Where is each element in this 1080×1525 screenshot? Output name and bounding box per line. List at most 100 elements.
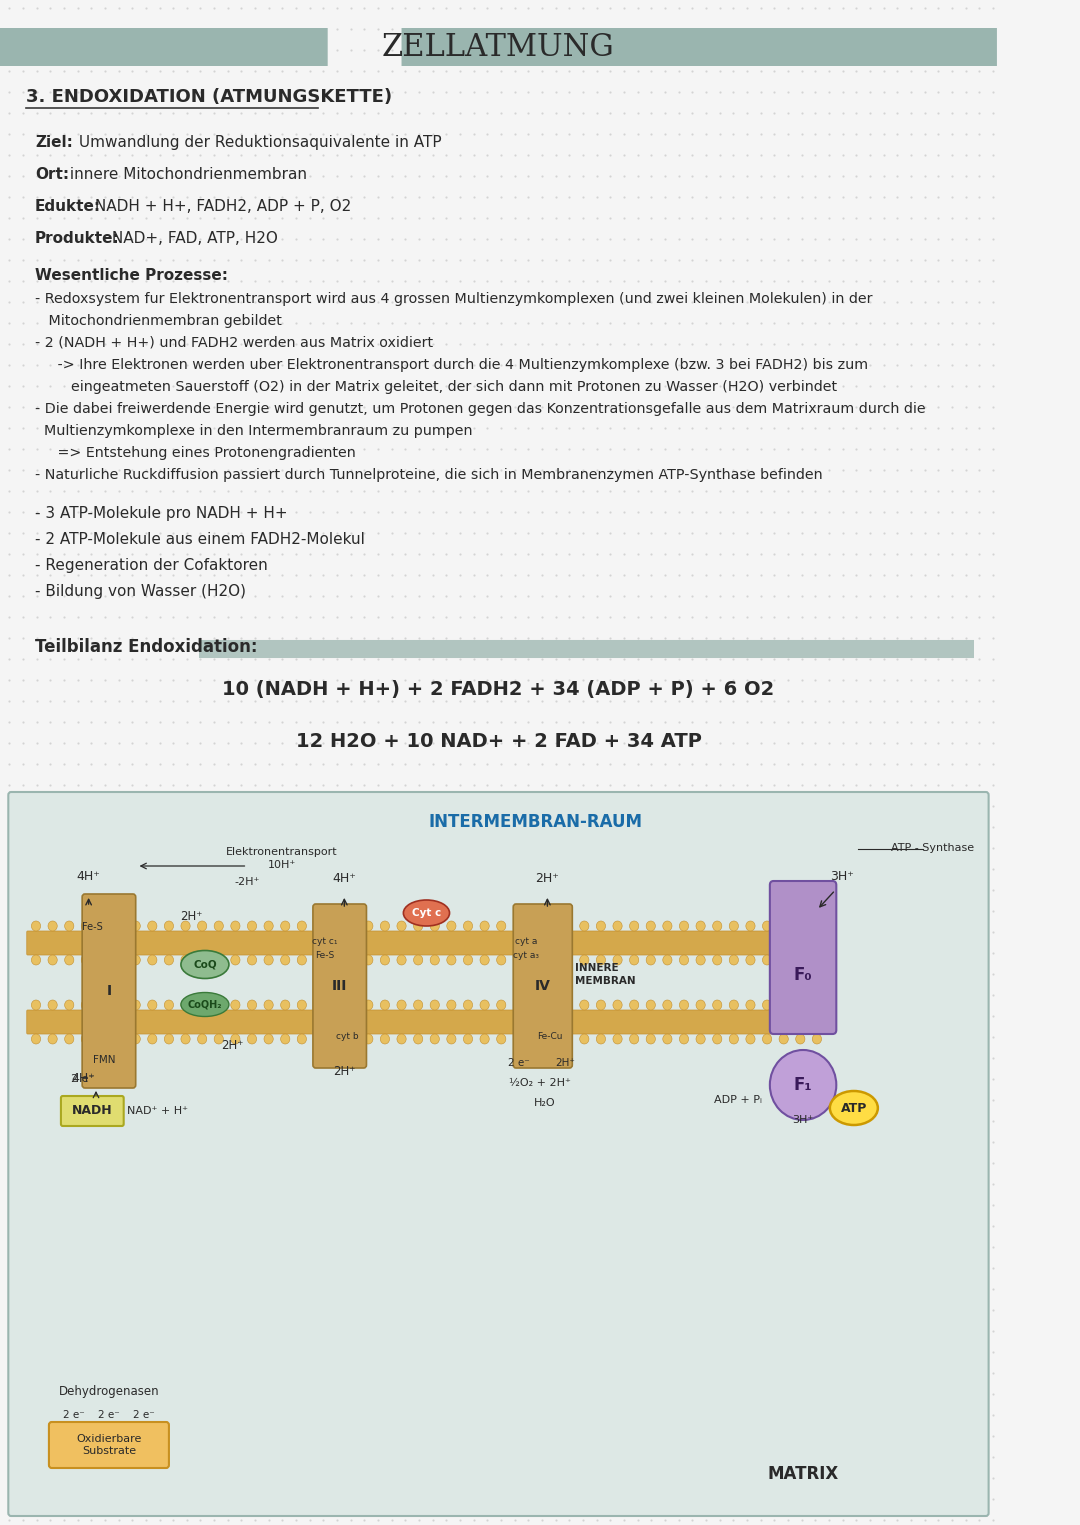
Ellipse shape bbox=[181, 993, 229, 1017]
FancyBboxPatch shape bbox=[82, 894, 136, 1087]
Ellipse shape bbox=[98, 1034, 107, 1045]
Ellipse shape bbox=[98, 955, 107, 965]
Ellipse shape bbox=[380, 921, 390, 930]
Ellipse shape bbox=[497, 1034, 505, 1045]
Text: 2H⁺: 2H⁺ bbox=[221, 1039, 244, 1052]
Ellipse shape bbox=[297, 1034, 307, 1045]
Text: Oxidierbare
Substrate: Oxidierbare Substrate bbox=[77, 1434, 141, 1456]
Ellipse shape bbox=[663, 955, 672, 965]
Ellipse shape bbox=[729, 1034, 739, 1045]
Ellipse shape bbox=[114, 955, 124, 965]
Text: Multienzymkomplexe in den Intermembranraum zu pumpen: Multienzymkomplexe in den Intermembranra… bbox=[35, 424, 473, 438]
Ellipse shape bbox=[696, 1000, 705, 1010]
Text: cyt a: cyt a bbox=[515, 936, 538, 946]
Ellipse shape bbox=[613, 955, 622, 965]
Ellipse shape bbox=[397, 1034, 406, 1045]
Text: Ort:: Ort: bbox=[35, 168, 69, 181]
Ellipse shape bbox=[770, 1051, 836, 1119]
Text: Produkte:: Produkte: bbox=[35, 230, 120, 246]
Text: cyt c₁: cyt c₁ bbox=[312, 936, 338, 946]
Text: F₀: F₀ bbox=[794, 965, 812, 984]
Text: 3H⁺: 3H⁺ bbox=[793, 1115, 813, 1125]
Ellipse shape bbox=[131, 921, 140, 930]
Text: NAD⁺ + H⁺: NAD⁺ + H⁺ bbox=[127, 1106, 188, 1116]
Text: Ziel:: Ziel: bbox=[35, 136, 73, 149]
Ellipse shape bbox=[281, 955, 289, 965]
Ellipse shape bbox=[630, 1034, 638, 1045]
Ellipse shape bbox=[746, 1034, 755, 1045]
Text: ATP: ATP bbox=[840, 1101, 867, 1115]
Text: - Naturliche Ruckdiffusion passiert durch Tunnelproteine, die sich in Membranenz: - Naturliche Ruckdiffusion passiert durc… bbox=[35, 468, 823, 482]
Ellipse shape bbox=[480, 955, 489, 965]
Text: 2 e⁻: 2 e⁻ bbox=[133, 1411, 154, 1420]
Ellipse shape bbox=[347, 1000, 356, 1010]
Ellipse shape bbox=[447, 955, 456, 965]
Ellipse shape bbox=[762, 1034, 772, 1045]
Ellipse shape bbox=[480, 1034, 489, 1045]
Ellipse shape bbox=[65, 921, 73, 930]
Ellipse shape bbox=[796, 921, 805, 930]
Ellipse shape bbox=[812, 955, 822, 965]
Ellipse shape bbox=[330, 1034, 340, 1045]
Ellipse shape bbox=[696, 921, 705, 930]
Ellipse shape bbox=[314, 955, 323, 965]
Ellipse shape bbox=[297, 1000, 307, 1010]
Ellipse shape bbox=[646, 1000, 656, 1010]
Ellipse shape bbox=[131, 955, 140, 965]
Ellipse shape bbox=[580, 955, 589, 965]
Ellipse shape bbox=[198, 1034, 206, 1045]
Text: MATRIX: MATRIX bbox=[768, 1466, 839, 1482]
Ellipse shape bbox=[663, 1000, 672, 1010]
Text: 2H⁺: 2H⁺ bbox=[536, 872, 559, 884]
Text: cyt b: cyt b bbox=[336, 1032, 359, 1042]
Text: 2 e⁻: 2 e⁻ bbox=[63, 1411, 84, 1420]
Ellipse shape bbox=[214, 1000, 224, 1010]
Ellipse shape bbox=[530, 1034, 539, 1045]
Ellipse shape bbox=[596, 921, 606, 930]
Ellipse shape bbox=[247, 1034, 257, 1045]
Text: FMN: FMN bbox=[93, 1055, 116, 1064]
Ellipse shape bbox=[380, 1034, 390, 1045]
Ellipse shape bbox=[580, 1000, 589, 1010]
Ellipse shape bbox=[480, 921, 489, 930]
Ellipse shape bbox=[297, 955, 307, 965]
Ellipse shape bbox=[314, 921, 323, 930]
Text: 4H⁺: 4H⁺ bbox=[71, 1072, 95, 1084]
Ellipse shape bbox=[713, 955, 721, 965]
Ellipse shape bbox=[31, 921, 41, 930]
Text: III: III bbox=[332, 979, 348, 993]
Ellipse shape bbox=[513, 1000, 523, 1010]
Ellipse shape bbox=[297, 921, 307, 930]
Ellipse shape bbox=[48, 1000, 57, 1010]
Ellipse shape bbox=[414, 1034, 422, 1045]
FancyBboxPatch shape bbox=[0, 27, 327, 66]
Text: NADH + H+, FADH2, ADP + P, O2: NADH + H+, FADH2, ADP + P, O2 bbox=[91, 198, 352, 214]
Ellipse shape bbox=[48, 955, 57, 965]
Ellipse shape bbox=[596, 1034, 606, 1045]
Text: Fe-Cu: Fe-Cu bbox=[538, 1032, 563, 1042]
Ellipse shape bbox=[330, 955, 340, 965]
Ellipse shape bbox=[397, 1000, 406, 1010]
Ellipse shape bbox=[679, 1034, 689, 1045]
Ellipse shape bbox=[430, 921, 440, 930]
Ellipse shape bbox=[214, 921, 224, 930]
Ellipse shape bbox=[746, 955, 755, 965]
Ellipse shape bbox=[546, 955, 556, 965]
Text: INTERMEMBRAN-RAUM: INTERMEMBRAN-RAUM bbox=[429, 813, 643, 831]
Text: 10 (NADH + H+) + 2 FADH2 + 34 (ADP + P) + 6 O2: 10 (NADH + H+) + 2 FADH2 + 34 (ADP + P) … bbox=[222, 680, 774, 698]
Ellipse shape bbox=[729, 1000, 739, 1010]
Ellipse shape bbox=[231, 921, 240, 930]
Ellipse shape bbox=[746, 1000, 755, 1010]
Ellipse shape bbox=[779, 1034, 788, 1045]
Ellipse shape bbox=[65, 1034, 73, 1045]
Ellipse shape bbox=[796, 955, 805, 965]
FancyBboxPatch shape bbox=[27, 1010, 827, 1034]
Text: ZELLATMUNG: ZELLATMUNG bbox=[382, 32, 615, 64]
Ellipse shape bbox=[430, 1034, 440, 1045]
Text: Cyt c: Cyt c bbox=[411, 907, 441, 918]
Ellipse shape bbox=[762, 1000, 772, 1010]
Ellipse shape bbox=[330, 921, 340, 930]
Ellipse shape bbox=[198, 921, 206, 930]
Text: 10H⁺: 10H⁺ bbox=[268, 860, 296, 869]
Text: IV: IV bbox=[535, 979, 551, 993]
